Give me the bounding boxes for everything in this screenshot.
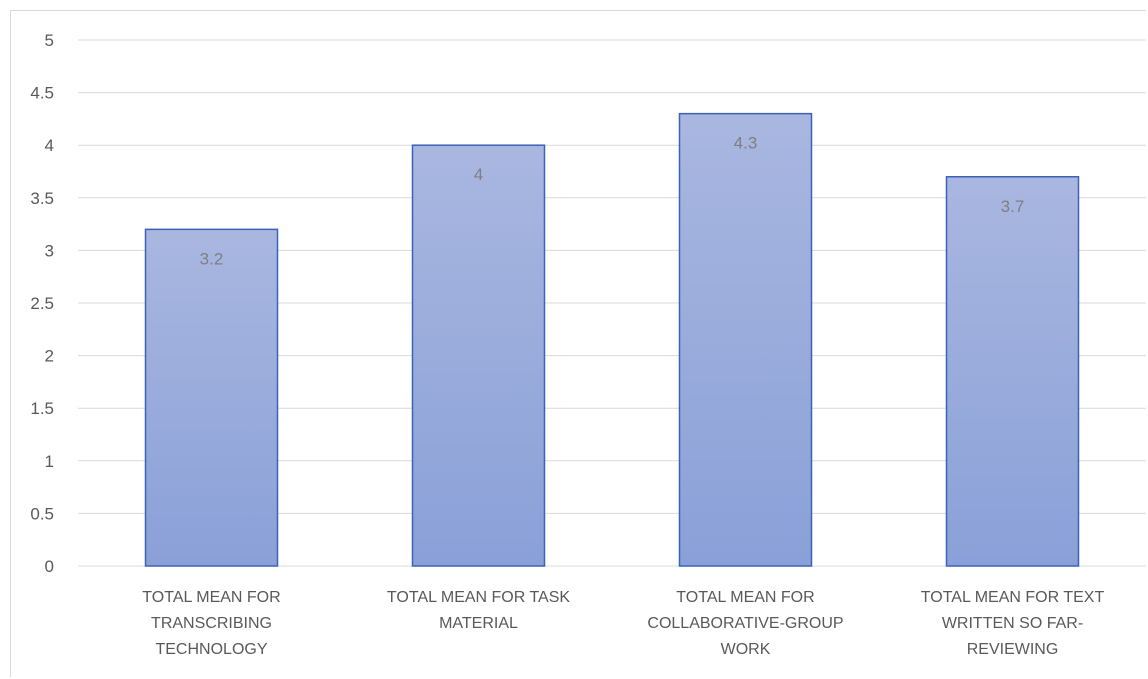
x-category-label: TOTAL MEAN FOR	[676, 589, 814, 606]
bar	[678, 112, 813, 567]
x-category-label: TECHNOLOGY	[155, 641, 267, 658]
y-tick-label: 4.5	[30, 84, 54, 103]
x-category-label: TRANSCRIBING	[151, 615, 272, 632]
y-tick-label: 5	[45, 31, 54, 50]
x-category-label: TOTAL MEAN FOR TASK	[387, 589, 570, 606]
x-category-label: WORK	[721, 641, 771, 658]
data-label: 3.2	[200, 249, 224, 268]
y-tick-label: 3.5	[30, 189, 54, 208]
y-tick-label: 0.5	[30, 504, 54, 523]
x-category-label: TOTAL MEAN FOR TEXT	[921, 589, 1105, 606]
y-tick-label: 0	[45, 557, 54, 576]
data-label: 4	[474, 165, 483, 184]
y-tick-label: 2	[45, 347, 54, 366]
data-label: 3.7	[1001, 197, 1025, 216]
x-category-label: WRITTEN SO FAR-	[942, 615, 1083, 632]
bar	[144, 228, 279, 567]
y-tick-label: 1	[45, 452, 54, 471]
bars	[144, 112, 1080, 567]
chart-frame	[10, 10, 1146, 677]
x-category-label: REVIEWING	[967, 641, 1059, 658]
x-category-label: TOTAL MEAN FOR	[142, 589, 280, 606]
bar	[945, 176, 1080, 567]
x-category-label: COLLABORATIVE-GROUP	[647, 615, 843, 632]
y-tick-label: 2.5	[30, 294, 54, 313]
x-axis-category-labels: TOTAL MEAN FOR TRANSCRIBING TECHNOLOGY TOTA…	[142, 589, 1104, 658]
data-label: 4.3	[734, 134, 758, 153]
y-tick-label: 4	[45, 136, 54, 155]
x-category-label: MATERIAL	[439, 615, 518, 632]
y-axis-tick-labels: 0 0.5 1 1.5 2 2.5 3 3.5 4 4.5 5	[30, 31, 54, 576]
data-labels: 3.2 4 4.3 3.7	[200, 134, 1025, 269]
bar	[411, 144, 546, 567]
y-tick-label: 3	[45, 241, 54, 260]
y-tick-label: 1.5	[30, 399, 54, 418]
